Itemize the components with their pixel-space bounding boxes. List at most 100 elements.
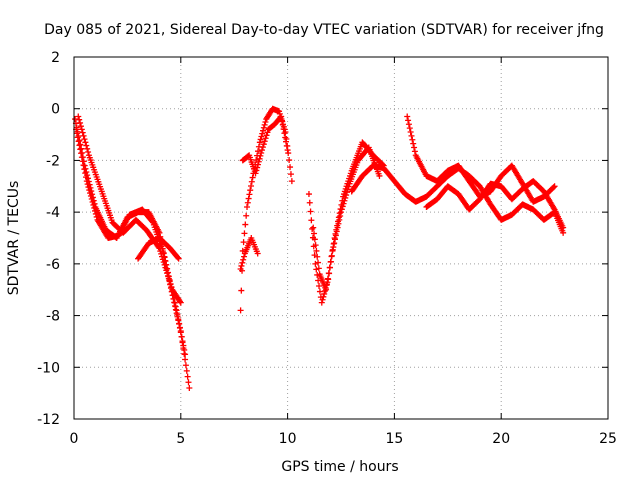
data-point xyxy=(306,199,313,206)
data-point xyxy=(77,123,84,130)
data-point xyxy=(174,254,181,261)
data-point xyxy=(178,333,185,340)
series-sat-g xyxy=(237,235,261,273)
data-point xyxy=(255,158,262,165)
data-point xyxy=(255,148,262,155)
data-point xyxy=(182,356,189,363)
data-point xyxy=(252,170,259,177)
data-point xyxy=(249,174,256,181)
data-point xyxy=(79,158,86,165)
data-point xyxy=(237,307,244,314)
data-point xyxy=(311,230,318,237)
data-point xyxy=(320,293,327,300)
data-point xyxy=(175,255,182,262)
data-point xyxy=(156,245,163,252)
data-point xyxy=(75,138,82,145)
data-point xyxy=(560,229,567,236)
data-point xyxy=(259,144,266,151)
data-point xyxy=(163,267,170,274)
data-point xyxy=(182,351,189,358)
data-point xyxy=(405,117,412,124)
data-point xyxy=(332,236,339,243)
data-point xyxy=(259,130,266,137)
data-point xyxy=(149,218,156,225)
data-point xyxy=(173,307,180,314)
data-point xyxy=(323,281,330,288)
x-tick-labels: 0 5 10 15 20 25 xyxy=(70,431,617,447)
data-point xyxy=(407,128,414,135)
data-point xyxy=(316,288,323,295)
data-point xyxy=(330,244,337,251)
data-point xyxy=(258,149,265,156)
data-point xyxy=(85,184,92,191)
data-point xyxy=(408,132,415,139)
x-tick-label: 0 xyxy=(70,431,79,447)
y-tick-label: -4 xyxy=(46,205,60,221)
data-point xyxy=(263,132,270,139)
data-point xyxy=(82,170,89,177)
data-point xyxy=(318,299,325,306)
data-point xyxy=(308,217,315,224)
data-point xyxy=(89,198,96,205)
data-point xyxy=(85,149,92,156)
data-point xyxy=(305,191,312,198)
data-point xyxy=(550,184,557,191)
y-tick-labels: -12 -10 -8 -6 -4 -2 0 2 xyxy=(37,50,60,428)
data-point xyxy=(256,155,263,162)
data-point xyxy=(76,116,83,123)
data-point xyxy=(87,193,94,200)
data-point xyxy=(157,248,164,255)
data-point xyxy=(78,154,85,161)
data-point xyxy=(75,113,82,120)
data-point xyxy=(314,253,321,260)
data-point xyxy=(327,259,334,266)
data-point xyxy=(340,200,347,207)
data-point xyxy=(82,174,89,181)
data-point xyxy=(339,203,346,210)
data-point xyxy=(158,250,165,257)
plot-frame xyxy=(73,56,609,420)
data-point xyxy=(284,147,291,154)
data-point xyxy=(80,132,87,139)
data-point xyxy=(405,121,412,128)
data-point xyxy=(167,281,174,288)
data-point xyxy=(280,126,287,133)
data-point xyxy=(241,253,248,260)
data-point xyxy=(245,195,252,202)
data-point xyxy=(247,187,254,194)
data-point xyxy=(560,224,567,231)
data-point xyxy=(166,278,173,285)
data-point xyxy=(254,161,261,168)
data-point xyxy=(261,121,268,128)
data-point xyxy=(311,236,318,243)
y-tick-label: -8 xyxy=(46,309,60,325)
data-point xyxy=(176,324,183,331)
data-point xyxy=(83,142,90,149)
data-point xyxy=(76,142,83,149)
data-point xyxy=(90,201,97,208)
data-point xyxy=(258,133,265,140)
data-point xyxy=(277,114,284,121)
series-sat-f xyxy=(239,113,291,177)
data-point xyxy=(168,283,175,290)
data-point xyxy=(324,275,331,282)
data-point xyxy=(335,220,342,227)
x-axis-label: GPS time / hours xyxy=(281,459,398,475)
data-point xyxy=(161,261,168,268)
data-point xyxy=(92,207,99,214)
data-point xyxy=(312,242,319,249)
data-point xyxy=(239,259,246,266)
data-point xyxy=(283,142,290,149)
data-point xyxy=(315,259,322,266)
data-point xyxy=(344,186,351,193)
data-point xyxy=(342,194,349,201)
data-point xyxy=(326,264,333,271)
y-axis-label: SDTVAR / TECUs xyxy=(6,181,22,296)
data-point xyxy=(329,247,336,254)
data-point xyxy=(411,144,418,151)
data-point xyxy=(312,260,319,267)
data-point xyxy=(341,197,348,204)
data-point xyxy=(279,121,286,128)
data-point xyxy=(334,224,341,231)
data-point xyxy=(244,199,251,206)
